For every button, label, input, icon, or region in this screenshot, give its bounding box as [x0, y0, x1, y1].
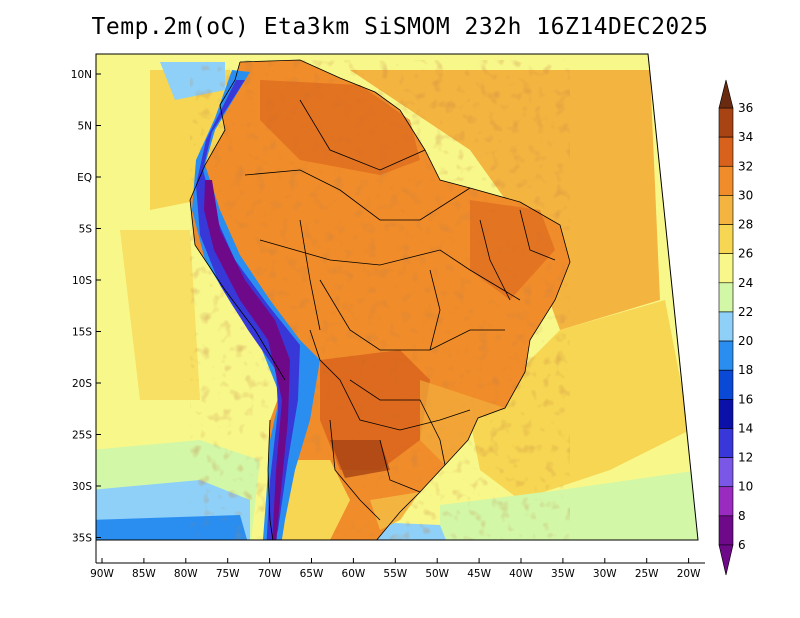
colorbar-swatch	[718, 311, 734, 342]
colorbar-label: 16	[738, 392, 753, 406]
colorbar-swatch	[718, 399, 734, 429]
colorbar-swatch	[718, 340, 734, 371]
lat-tick-label: 25S	[72, 430, 92, 442]
colorbar-swatch	[718, 428, 734, 458]
south-atlantic-zone	[470, 300, 690, 500]
colorbar-swatch	[718, 136, 734, 167]
lat-tick-label: 10S	[72, 275, 92, 287]
lat-tick-label: 5S	[79, 224, 93, 236]
andes-colder	[196, 80, 300, 540]
colorbar-label: 32	[738, 159, 753, 173]
lon-tick-label: 85W	[132, 568, 156, 580]
colorbar-swatch	[718, 165, 734, 196]
colorbar-label: 22	[738, 305, 753, 319]
southeast-mild	[420, 380, 505, 465]
lon-tick-label: 35W	[551, 568, 575, 580]
lon-tick-label: 60W	[342, 568, 366, 580]
colorbar-swatch	[718, 253, 734, 284]
map-title: Temp.2m(oC) Eta3km SiSMOM 232h 16Z14DEC2…	[91, 14, 709, 40]
colorbar-label: 26	[738, 247, 753, 261]
caribbean-cool	[160, 62, 225, 100]
colorbar-label: 18	[738, 363, 753, 377]
colorbar-swatch	[718, 486, 734, 517]
colorbar-swatch	[718, 224, 734, 254]
lon-tick-label: 70W	[258, 568, 282, 580]
lon-tick-label: 50W	[425, 568, 449, 580]
lon-tick-label: 45W	[467, 568, 491, 580]
lat-tick-label: 20S	[72, 378, 92, 390]
colorbar-swatch	[718, 515, 734, 546]
lon-tick-label: 40W	[509, 568, 533, 580]
lon-tick-label: 75W	[216, 568, 240, 580]
chaco-hottest	[330, 440, 390, 478]
lat-tick-label: 5N	[77, 121, 92, 133]
lat-tick-label: 15S	[72, 327, 92, 339]
colorbar: 36 34 32 30 28 26 24 22 20 18 16 14 12 10 8 6	[718, 79, 753, 576]
colorbar-label: 30	[738, 188, 753, 202]
colorbar-label: 6	[738, 538, 746, 552]
lon-tick-label: 90W	[90, 568, 114, 580]
colorbar-swatch	[718, 369, 734, 400]
lon-tick-label: 30W	[593, 568, 617, 580]
south-pacific-coldest	[96, 515, 250, 540]
colorbar-label: 12	[738, 451, 753, 465]
colorbar-swatch	[718, 282, 734, 313]
lon-tick-label: 65W	[300, 568, 324, 580]
colorbar-label: 24	[738, 276, 753, 290]
map-field	[96, 54, 698, 540]
political-boundaries	[189, 59, 571, 540]
lat-tick-label: EQ	[77, 172, 92, 184]
colorbar-label: 34	[738, 130, 753, 144]
south-atlantic-cool	[440, 470, 698, 540]
colorbar-label: 14	[738, 421, 753, 435]
colorbar-max-arrow	[718, 79, 734, 109]
uruguay-mild	[370, 492, 420, 530]
latitude-axis: 10N 5N EQ 5S 10S 15S 20S 25S 30S 35S	[71, 69, 101, 545]
lat-tick-label: 35S	[72, 533, 92, 545]
colorbar-label: 36	[738, 101, 753, 115]
andes-coldest	[204, 180, 290, 540]
colorbar-swatch	[718, 457, 734, 488]
pacific-warm-patch	[120, 230, 200, 400]
northeast-hot-zone	[470, 200, 555, 300]
colorbar-label: 10	[738, 480, 753, 494]
lon-tick-label: 25W	[635, 568, 659, 580]
colorbar-label: 20	[738, 334, 753, 348]
colorbar-swatch	[718, 195, 734, 225]
colorbar-label: 28	[738, 218, 753, 232]
guiana-hot-zone	[260, 80, 420, 175]
colorbar-label: 8	[738, 509, 746, 523]
atlantic-warm-zone	[350, 70, 660, 330]
colorbar-swatch	[718, 107, 734, 138]
lat-tick-label: 10N	[71, 69, 92, 81]
lon-tick-label: 80W	[174, 568, 198, 580]
lon-tick-label: 55W	[383, 568, 407, 580]
colorbar-min-arrow	[718, 544, 734, 576]
longitude-axis: 90W 85W 80W 75W 70W 65W 60W 55W 50W 45W 40W 35W 30W 2…	[90, 558, 701, 580]
lon-tick-label: 20W	[677, 568, 701, 580]
lat-tick-label: 30S	[72, 481, 92, 493]
